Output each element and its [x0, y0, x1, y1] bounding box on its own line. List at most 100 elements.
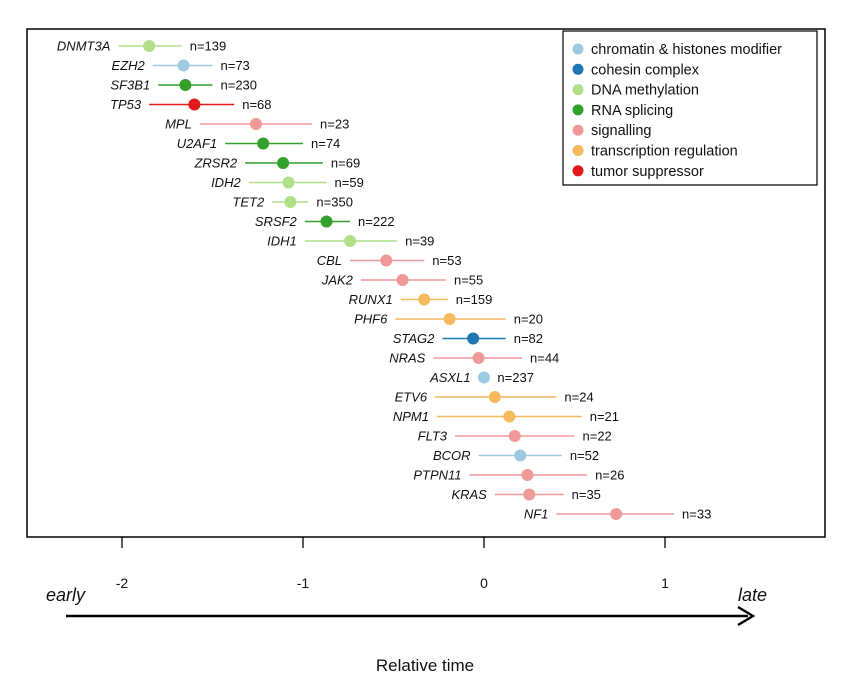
gene-label-sf3b1: SF3B1 [110, 78, 150, 93]
gene-label-idh1: IDH1 [267, 234, 297, 249]
point-ezh2 [177, 59, 190, 72]
gene-label-zrsr2: ZRSR2 [193, 156, 237, 171]
n-label-cbl: n=53 [432, 253, 461, 268]
point-u2af1 [257, 137, 270, 150]
point-asxl1 [478, 371, 490, 384]
gene-label-tp53: TP53 [110, 97, 142, 112]
n-label-npm1: n=21 [590, 409, 619, 424]
n-label-flt3: n=22 [583, 429, 612, 444]
n-label-zrsr2: n=69 [331, 156, 360, 171]
gene-label-nf1: NF1 [524, 507, 549, 522]
late-label: late [738, 585, 767, 605]
point-tp53 [188, 98, 201, 111]
legend-box [562, 30, 818, 186]
x-tick-label: 1 [661, 575, 669, 591]
n-label-srsf2: n=222 [358, 214, 395, 229]
gene-label-jak2: JAK2 [321, 273, 354, 288]
x-tick-label: -1 [297, 575, 310, 591]
time-arrow-head [737, 605, 756, 627]
n-label-kras: n=35 [572, 487, 601, 502]
n-label-sf3b1: n=230 [221, 78, 258, 93]
gene-label-idh2: IDH2 [211, 175, 241, 190]
point-nf1 [610, 508, 623, 520]
point-phf6 [443, 313, 456, 325]
point-cbl [380, 254, 393, 267]
n-label-stag2: n=82 [514, 331, 543, 346]
legend-label-rna-splicing: RNA splicing [591, 103, 673, 119]
legend-swatch-rna-splicing [572, 104, 584, 116]
gene-label-cbl: CBL [317, 253, 342, 268]
point-etv6 [488, 391, 501, 403]
legend-swatch-dna-methylation [572, 84, 584, 96]
gene-label-mpl: MPL [165, 117, 192, 132]
legend-label-cohesin-complex: cohesin complex [591, 62, 700, 78]
n-label-nf1: n=33 [682, 507, 711, 522]
gene-label-phf6: PHF6 [354, 312, 388, 327]
point-runx1 [418, 293, 431, 306]
n-label-dnmt3a: n=139 [190, 39, 227, 54]
gene-label-ptpn11: PTPN11 [413, 468, 461, 483]
legend-label-dna-methylation: DNA methylation [591, 83, 699, 99]
n-label-idh1: n=39 [405, 234, 434, 249]
x-axis: -2 -1 0 1 [116, 537, 669, 591]
gene-label-srsf2: SRSF2 [255, 214, 298, 229]
point-idh2 [282, 176, 295, 189]
point-bcor [514, 449, 527, 462]
legend-swatch-chromatin-histones-modifier [572, 43, 584, 55]
gene-label-u2af1: U2AF1 [177, 136, 217, 151]
point-idh1 [344, 235, 357, 247]
n-label-ezh2: n=73 [221, 58, 250, 73]
gene-label-etv6: ETV6 [395, 390, 428, 405]
n-label-tp53: n=68 [242, 97, 271, 112]
point-tet2 [284, 196, 297, 208]
point-zrsr2 [277, 157, 290, 169]
legend-swatch-transcription-regulation [572, 145, 584, 156]
legend-swatch-signalling [572, 124, 584, 136]
n-label-tet2: n=350 [316, 195, 353, 210]
gene-label-tet2: TET2 [232, 195, 265, 210]
gene-label-ezh2: EZH2 [112, 58, 146, 73]
gene-rows: DNMT3A n=139 EZH2 n=73 SF3B1 n=230 TP53 n=68 MPL… [57, 39, 711, 522]
early-label: early [46, 585, 86, 605]
gene-label-dnmt3a: DNMT3A [57, 39, 110, 54]
point-sf3b1 [179, 79, 192, 91]
legend-label-signalling: signalling [591, 123, 651, 139]
n-label-nras: n=44 [530, 351, 559, 366]
legend-swatch-tumor-suppressor [572, 165, 584, 177]
n-label-phf6: n=20 [514, 312, 543, 327]
gene-label-bcor: BCOR [433, 448, 471, 463]
point-dnmt3a [143, 40, 156, 52]
gene-label-npm1: NPM1 [393, 409, 429, 424]
n-label-runx1: n=159 [456, 292, 493, 307]
x-axis-title: Relative time [376, 656, 474, 675]
gene-label-nras: NRAS [389, 351, 425, 366]
n-label-etv6: n=24 [564, 390, 593, 405]
n-label-mpl: n=23 [320, 117, 349, 132]
x-tick-label: 0 [480, 575, 488, 591]
point-ptpn11 [521, 469, 534, 481]
point-flt3 [508, 430, 521, 442]
point-jak2 [396, 274, 409, 286]
n-label-bcor: n=52 [570, 448, 599, 463]
gene-label-asxl1: ASXL1 [429, 370, 470, 385]
legend-label-transcription-regulation: transcription regulation [591, 144, 738, 160]
n-label-jak2: n=55 [454, 273, 483, 288]
point-srsf2 [320, 215, 333, 228]
legend-label-tumor-suppressor: tumor suppressor [591, 164, 704, 180]
legend-label-chromatin-histones-modifier: chromatin & histones modifier [591, 42, 782, 58]
n-label-u2af1: n=74 [311, 136, 340, 151]
legend: chromatin & histones modifier cohesin com… [562, 30, 818, 186]
point-mpl [249, 118, 262, 130]
n-label-ptpn11: n=26 [595, 468, 624, 483]
point-kras [523, 488, 536, 501]
point-nras [472, 352, 485, 364]
gene-label-flt3: FLT3 [418, 429, 448, 444]
gene-label-kras: KRAS [451, 487, 487, 502]
gene-label-stag2: STAG2 [393, 331, 435, 346]
n-label-idh2: n=59 [335, 175, 364, 190]
gene-label-runx1: RUNX1 [349, 292, 393, 307]
x-tick-label: -2 [116, 575, 129, 591]
point-stag2 [467, 332, 480, 345]
legend-swatch-cohesin-complex [572, 63, 584, 75]
